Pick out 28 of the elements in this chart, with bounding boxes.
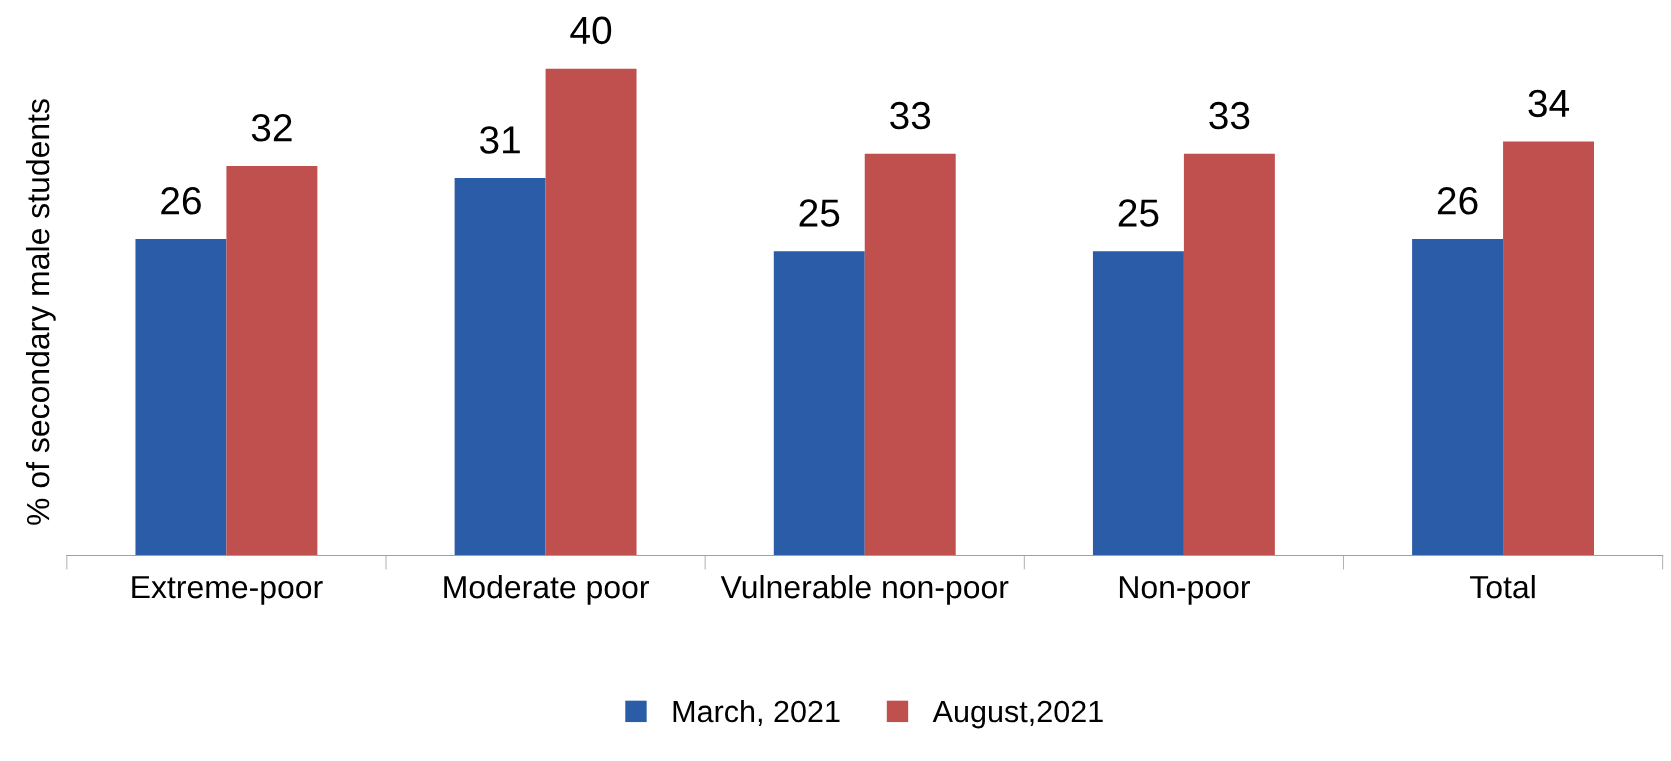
data-label: 26 [161,187,201,215]
data-label: 34 [1528,89,1570,118]
bar [864,153,956,556]
data-label: 40 [570,16,612,45]
bar [1092,251,1184,556]
bar [1412,238,1504,556]
y-axis-title: % of secondary male students [25,99,56,525]
data-label: 32 [251,114,292,142]
bar [135,238,227,556]
bar [545,68,637,556]
bar [1503,141,1595,556]
legend-label: August,2021 [932,700,1103,729]
data-label: 31 [479,126,520,154]
x-tick-label: Non-poor [1119,576,1250,605]
data-label: 33 [890,101,931,130]
x-tick-label: Vulnerable non-poor [720,574,1009,605]
x-tick-label: Total [1470,574,1535,599]
bar [454,178,546,556]
x-tick-label: Extreme-poor [132,576,323,605]
data-label: 33 [1209,101,1250,130]
bar [1183,153,1275,556]
bar [773,251,865,556]
data-label: 25 [1118,199,1159,227]
data-label: 26 [1437,187,1478,215]
bar [226,165,318,556]
legend-label: March, 2021 [673,699,840,726]
x-tick-label: Moderate poor [444,574,649,605]
data-label: 25 [799,199,840,227]
